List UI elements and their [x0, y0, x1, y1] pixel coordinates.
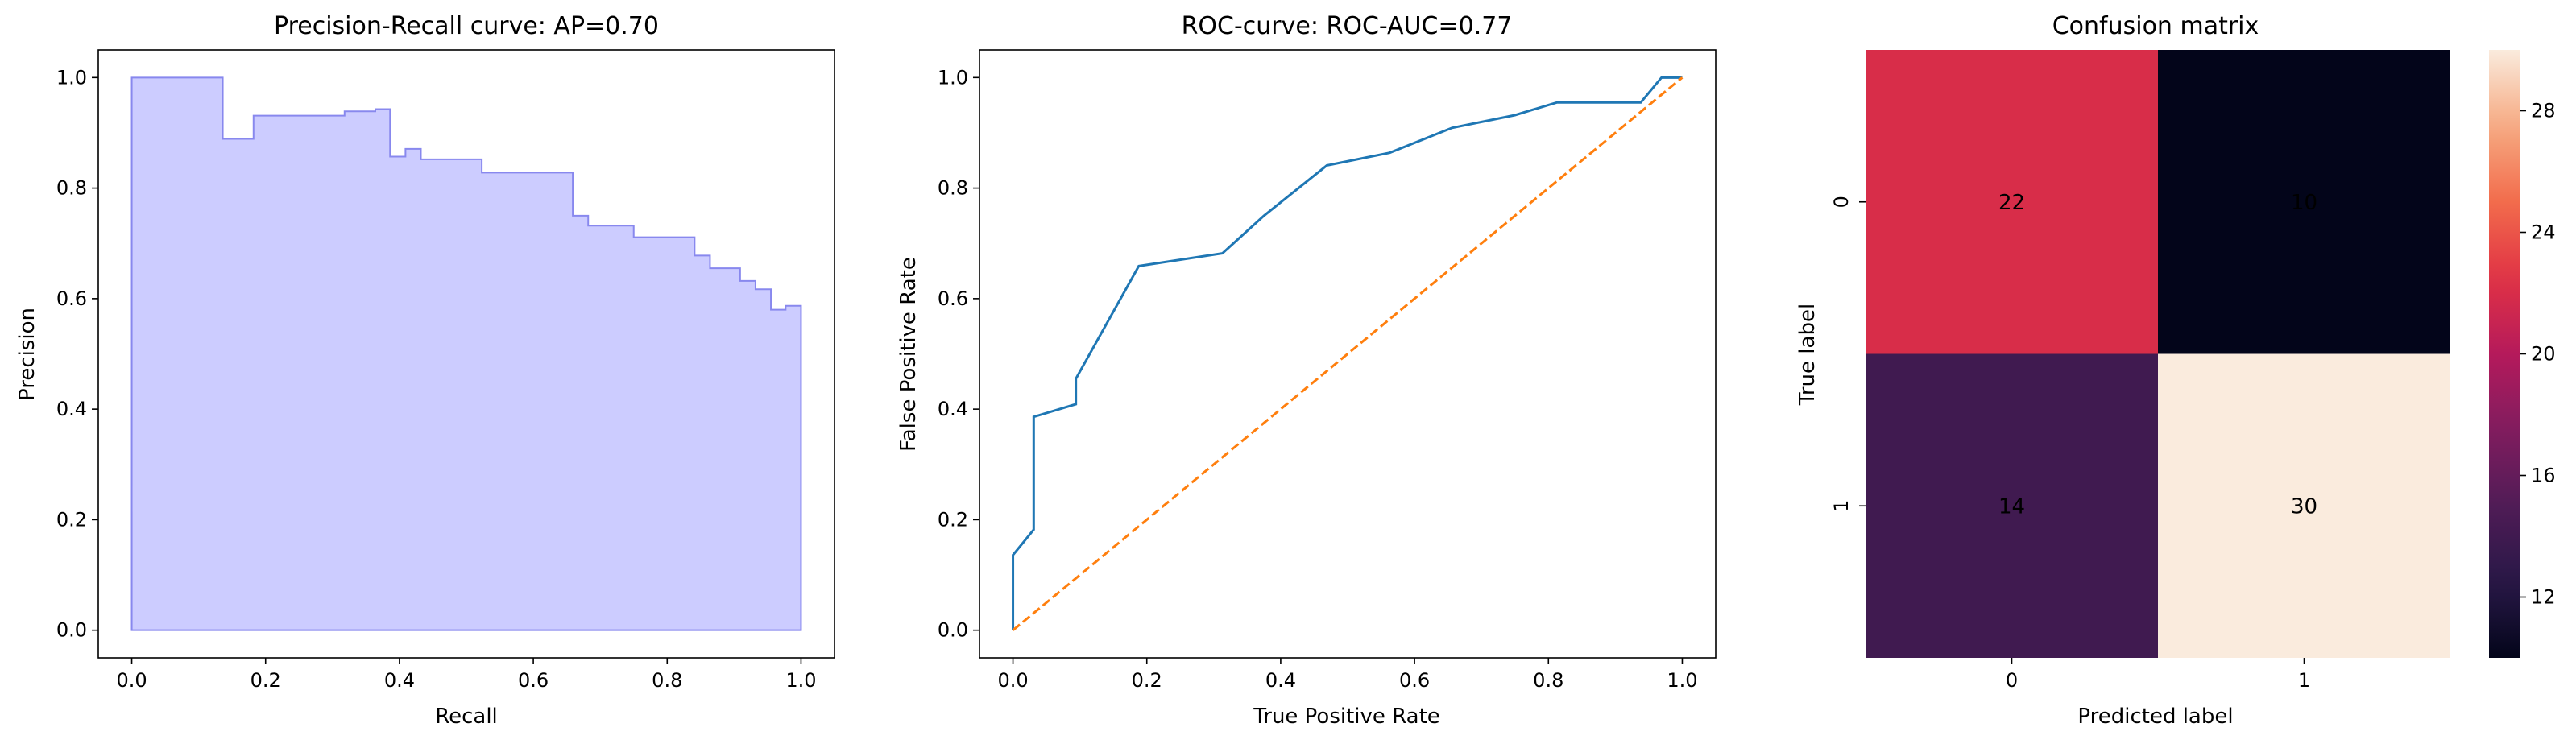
pr-y-tick-label: 0.4 [56, 398, 87, 420]
cm-cell [1866, 353, 2158, 658]
pr-x-tick-label: 0.8 [652, 669, 682, 692]
cm-x-tick-label: 0 [2006, 669, 2018, 692]
pr-x-tick-label: 0.4 [384, 669, 415, 692]
cm-x-tick-label: 1 [2298, 669, 2310, 692]
pr-y-tick-label: 0.8 [56, 177, 87, 200]
pr-y-ticks: 0.0 0.2 0.4 0.6 0.8 1.0 [56, 66, 98, 642]
pr-x-tick-label: 1.0 [785, 669, 816, 692]
cm-cell [1866, 50, 2158, 354]
pr-x-tick-label: 0.6 [518, 669, 549, 692]
roc-y-tick-label: 0.0 [938, 619, 968, 642]
precision-recall-panel: Precision-Recall curve: AP=0.70 0.0 0.2 0.… [15, 12, 835, 729]
roc-x-tick-label: 0.0 [997, 669, 1028, 692]
pr-x-tick-label: 0.2 [251, 669, 281, 692]
cm-cell-value: 14 [1998, 494, 2025, 519]
colorbar-tick-label: 16 [2531, 465, 2556, 487]
colorbar-tick-label: 24 [2531, 221, 2556, 244]
pr-area-fill [131, 77, 801, 630]
pr-y-tick-label: 1.0 [56, 66, 87, 89]
cm-cell [2158, 353, 2450, 658]
pr-x-tick-label: 0.0 [116, 669, 147, 692]
roc-panel: ROC-curve: ROC-AUC=0.77 0.0 0.2 0.4 0.6 0.8 1… [897, 12, 1717, 729]
roc-title: ROC-curve: ROC-AUC=0.77 [1182, 12, 1513, 40]
pr-title: Precision-Recall curve: AP=0.70 [274, 12, 659, 40]
roc-y-ticks: 0.0 0.2 0.4 0.6 0.8 1.0 [938, 66, 979, 642]
pr-x-label: Recall [435, 705, 498, 729]
roc-axes-frame [979, 49, 1717, 659]
pr-y-tick-label: 0.0 [56, 619, 87, 642]
colorbar-gradient-rect [2489, 50, 2520, 658]
roc-x-tick-label: 1.0 [1667, 669, 1697, 692]
colorbar-tick-label: 28 [2531, 100, 2556, 122]
colorbar-tick-label: 12 [2531, 586, 2556, 609]
colorbar: 12 16 20 24 28 [2489, 50, 2556, 658]
cm-y-tick-label: 1 [1830, 500, 1853, 512]
roc-y-label: False Positive Rate [897, 257, 921, 452]
roc-x-label: True Positive Rate [1253, 705, 1440, 729]
pr-x-ticks: 0.0 0.2 0.4 0.6 0.8 1.0 [116, 658, 817, 692]
roc-y-tick-label: 0.6 [938, 287, 968, 310]
roc-y-tick-label: 0.8 [938, 177, 968, 200]
cm-cell-value: 10 [2291, 191, 2317, 215]
roc-x-tick-label: 0.6 [1399, 669, 1430, 692]
roc-curve-line [1012, 76, 1683, 630]
roc-plot-area [1012, 76, 1684, 631]
pr-plot-area [130, 76, 802, 631]
pr-step-line [130, 76, 802, 631]
cm-y-ticks: 01 [1830, 196, 1866, 512]
cm-cells: 22 10 14 30 [1866, 50, 2450, 658]
roc-x-tick-label: 0.8 [1533, 669, 1563, 692]
pr-y-label: Precision [15, 308, 39, 401]
pr-axes-frame [97, 49, 835, 659]
cm-y-tick-label: 0 [1830, 196, 1853, 208]
roc-chance-line [1012, 76, 1684, 631]
cm-cell-value: 22 [1998, 191, 2025, 215]
cm-x-label: Predicted label [2077, 705, 2233, 729]
roc-x-tick-label: 0.4 [1265, 669, 1296, 692]
roc-x-tick-label: 0.2 [1132, 669, 1162, 692]
pr-y-tick-label: 0.2 [56, 508, 87, 531]
roc-y-tick-label: 0.2 [938, 508, 968, 531]
pr-y-tick-label: 0.6 [56, 287, 87, 310]
roc-x-ticks: 0.0 0.2 0.4 0.6 0.8 1.0 [997, 658, 1698, 692]
cm-cell [2158, 50, 2450, 354]
roc-y-tick-label: 1.0 [938, 66, 968, 89]
colorbar-tick-label: 20 [2531, 343, 2556, 366]
roc-y-tick-label: 0.4 [938, 398, 968, 420]
cm-title: Confusion matrix [2052, 12, 2259, 40]
cm-y-label: True label [1795, 304, 1820, 406]
cm-cell-value: 30 [2291, 494, 2317, 519]
